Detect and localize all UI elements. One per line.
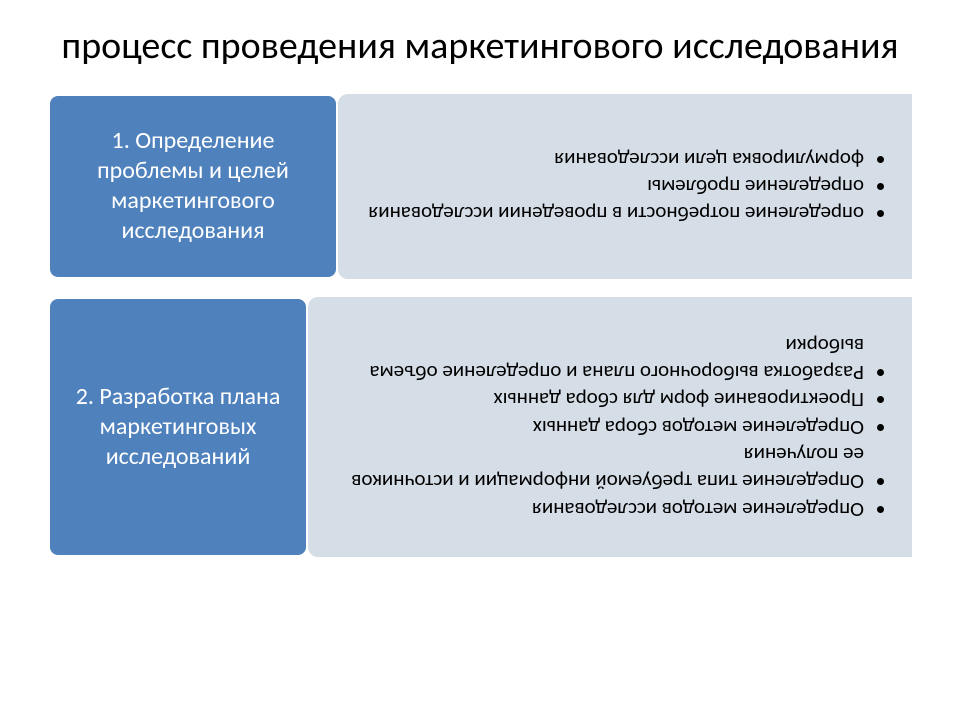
row-1: 1. Определение проблемы и целей маркетин…: [48, 94, 912, 279]
row-1-left-box: 1. Определение проблемы и целей маркетин…: [48, 94, 338, 279]
row-1-bullets: определение потребности в проведении исс…: [368, 145, 886, 227]
row-2-left-box: 2. Разработка плана маркетинговых исслед…: [48, 297, 308, 557]
list-item: Разработка выборочного плана и определен…: [328, 331, 864, 386]
list-item: Определение методов исследования: [328, 495, 864, 522]
row-2-bullets: Определение методов исследования Определ…: [328, 331, 886, 522]
row-1-right-box: определение потребности в проведении исс…: [338, 94, 912, 279]
list-item: Определение методов сбора данных: [328, 413, 864, 440]
row-2-right-box: Определение методов исследования Определ…: [308, 297, 912, 557]
list-item: Определение типа требуемой информации и …: [328, 440, 864, 495]
list-item: определение потребности в проведении исс…: [368, 200, 864, 227]
slide-title: процесс проведения маркетингового исслед…: [48, 24, 912, 70]
list-item: Проектирование форм для сбора данных: [328, 386, 864, 413]
list-item: определение проблемы: [368, 172, 864, 199]
row-1-left-label: 1. Определение проблемы и целей маркетин…: [68, 126, 318, 246]
row-2: 2. Разработка плана маркетинговых исслед…: [48, 297, 912, 557]
slide: процесс проведения маркетингового исслед…: [0, 0, 960, 720]
rows-container: 1. Определение проблемы и целей маркетин…: [48, 94, 912, 557]
row-2-left-label: 2. Разработка плана маркетинговых исслед…: [68, 382, 288, 472]
list-item: формулировка цели исследования: [368, 145, 864, 172]
